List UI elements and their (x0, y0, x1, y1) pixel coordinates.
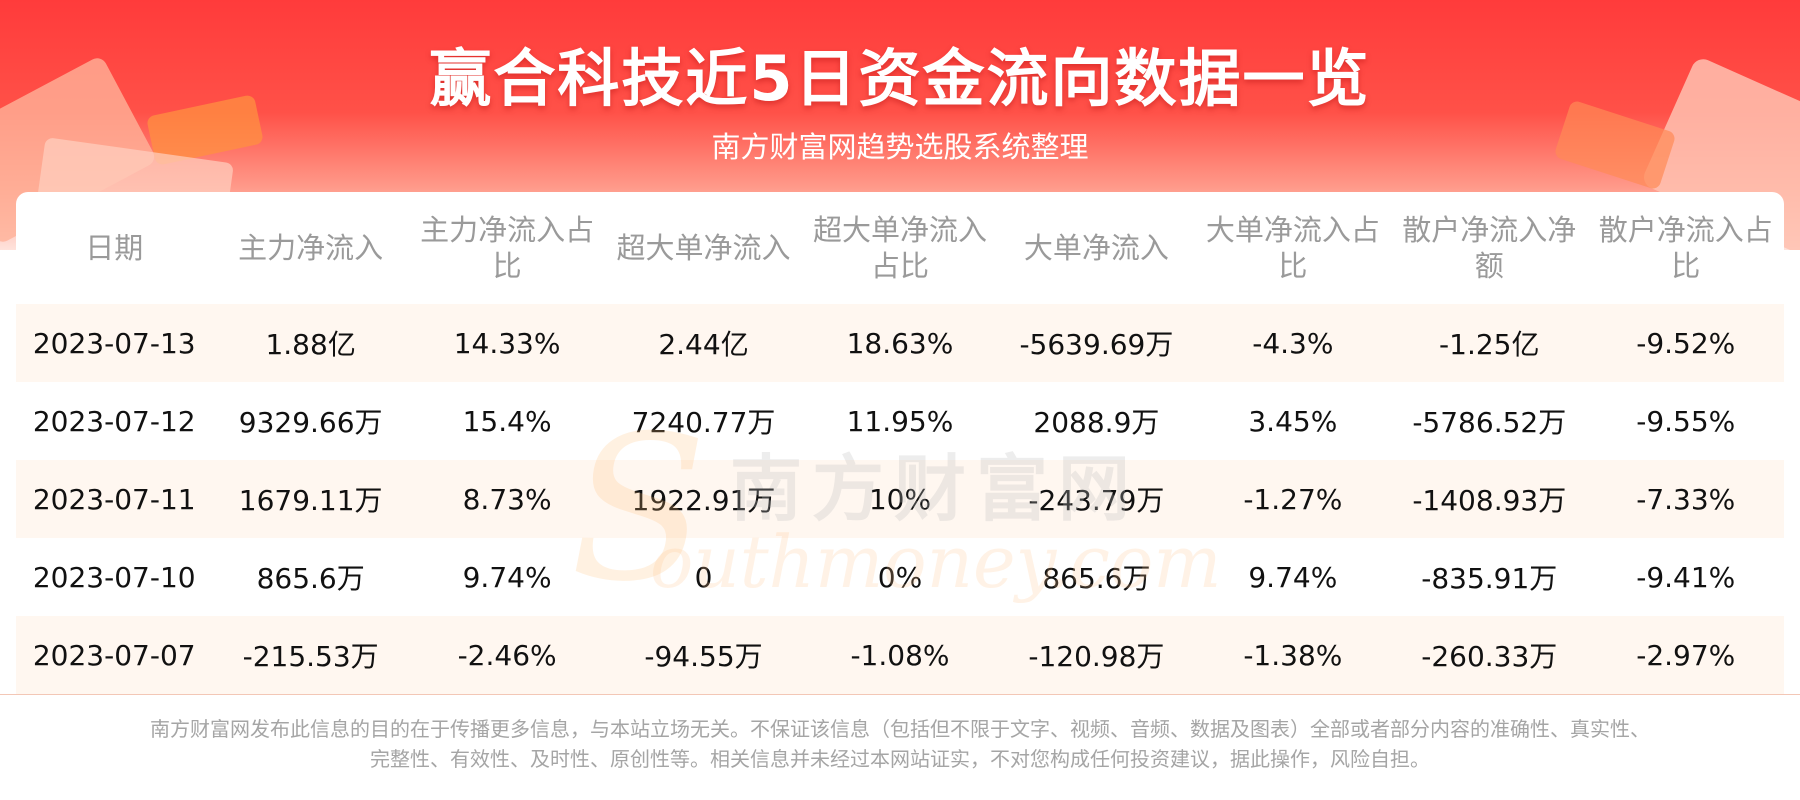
column-header-retail-net-inflow: 散户净流入净额 (1402, 213, 1577, 283)
table-row: 2023-07-07 -215.53万 -2.46% -94.55万 -1.08… (16, 616, 1784, 694)
cell-date: 2023-07-10 (16, 538, 213, 616)
cell-super-large-net-inflow-ratio: 18.63% (801, 304, 999, 382)
table-row: 2023-07-12 9329.66万 15.4% 7240.77万 11.95… (16, 382, 1784, 460)
cell-retail-net-inflow-ratio: -9.52% (1587, 304, 1784, 382)
column-header-super-large-net-inflow: 超大单净流入 (616, 231, 791, 265)
footer-divider (0, 694, 1800, 695)
cell-large-net-inflow-ratio: 3.45% (1194, 382, 1392, 460)
cell-date: 2023-07-07 (16, 616, 213, 694)
cell-large-net-inflow-ratio: -4.3% (1194, 304, 1392, 382)
cell-large-net-inflow: 2088.9万 (998, 382, 1195, 460)
cell-main-net-inflow: 1679.11万 (212, 460, 409, 538)
cell-super-large-net-inflow-ratio: 10% (801, 460, 999, 538)
cell-date: 2023-07-11 (16, 460, 213, 538)
cell-main-net-inflow-ratio: -2.46% (408, 616, 606, 694)
cell-large-net-inflow: -120.98万 (998, 616, 1195, 694)
page-title: 赢合科技近5日资金流向数据一览 (429, 42, 1371, 115)
cell-main-net-inflow: -215.53万 (212, 616, 409, 694)
table-header-row: 日期 主力净流入 主力净流入占比 超大单净流入 超大单净流入占比 大单净流入 大… (16, 192, 1784, 304)
cell-retail-net-inflow: -835.91万 (1391, 538, 1588, 616)
cell-large-net-inflow-ratio: 9.74% (1194, 538, 1392, 616)
cell-main-net-inflow-ratio: 8.73% (408, 460, 606, 538)
cell-main-net-inflow: 9329.66万 (212, 382, 409, 460)
cell-super-large-net-inflow-ratio: 11.95% (801, 382, 999, 460)
cell-large-net-inflow: -243.79万 (998, 460, 1195, 538)
cell-retail-net-inflow-ratio: -9.55% (1587, 382, 1784, 460)
cell-main-net-inflow: 865.6万 (212, 538, 409, 616)
cell-main-net-inflow-ratio: 9.74% (408, 538, 606, 616)
table-row: 2023-07-11 1679.11万 8.73% 1922.91万 10% -… (16, 460, 1784, 538)
cell-super-large-net-inflow: -94.55万 (605, 616, 802, 694)
disclaimer-line-2: 完整性、有效性、及时性、原创性等。相关信息并未经过本网站证实，不对您构成任何投资… (370, 747, 1430, 771)
cell-main-net-inflow-ratio: 14.33% (408, 304, 606, 382)
cell-main-net-inflow-ratio: 15.4% (408, 382, 606, 460)
column-header-date: 日期 (85, 231, 144, 265)
cell-main-net-inflow: 1.88亿 (212, 304, 409, 382)
column-header-super-large-net-inflow-ratio: 超大单净流入占比 (812, 213, 987, 283)
cell-retail-net-inflow-ratio: -2.97% (1587, 616, 1784, 694)
cell-retail-net-inflow: -1408.93万 (1391, 460, 1588, 538)
cell-retail-net-inflow-ratio: -7.33% (1587, 460, 1784, 538)
cell-super-large-net-inflow: 2.44亿 (605, 304, 802, 382)
cell-large-net-inflow: 865.6万 (998, 538, 1195, 616)
cell-date: 2023-07-12 (16, 382, 213, 460)
disclaimer-line-1: 南方财富网发布此信息的目的在于传播更多信息，与本站立场无关。不保证该信息（包括但… (150, 717, 1650, 741)
cell-date: 2023-07-13 (16, 304, 213, 382)
cell-large-net-inflow-ratio: -1.27% (1194, 460, 1392, 538)
cell-retail-net-inflow: -5786.52万 (1391, 382, 1588, 460)
table-row: 2023-07-13 1.88亿 14.33% 2.44亿 18.63% -56… (16, 304, 1784, 382)
column-header-large-net-inflow-ratio: 大单净流入占比 (1205, 213, 1380, 283)
table-row: 2023-07-10 865.6万 9.74% 0 0% 865.6万 9.74… (16, 538, 1784, 616)
column-header-main-net-inflow: 主力净流入 (238, 231, 384, 265)
column-header-retail-net-inflow-ratio: 散户净流入占比 (1598, 213, 1773, 283)
column-header-large-net-inflow: 大单净流入 (1023, 231, 1169, 265)
page-subtitle: 南方财富网趋势选股系统整理 (711, 130, 1089, 164)
cell-retail-net-inflow: -260.33万 (1391, 616, 1588, 694)
cell-retail-net-inflow-ratio: -9.41% (1587, 538, 1784, 616)
cell-super-large-net-inflow: 7240.77万 (605, 382, 802, 460)
disclaimer: 南方财富网发布此信息的目的在于传播更多信息，与本站立场无关。不保证该信息（包括但… (60, 714, 1740, 774)
cell-super-large-net-inflow-ratio: -1.08% (801, 616, 999, 694)
fund-flow-table: 日期 主力净流入 主力净流入占比 超大单净流入 超大单净流入占比 大单净流入 大… (16, 192, 1784, 694)
cell-super-large-net-inflow: 0 (605, 538, 802, 616)
cell-large-net-inflow-ratio: -1.38% (1194, 616, 1392, 694)
cell-retail-net-inflow: -1.25亿 (1391, 304, 1588, 382)
cell-super-large-net-inflow-ratio: 0% (801, 538, 999, 616)
cell-super-large-net-inflow: 1922.91万 (605, 460, 802, 538)
column-header-main-net-inflow-ratio: 主力净流入占比 (420, 213, 595, 283)
cell-large-net-inflow: -5639.69万 (998, 304, 1195, 382)
